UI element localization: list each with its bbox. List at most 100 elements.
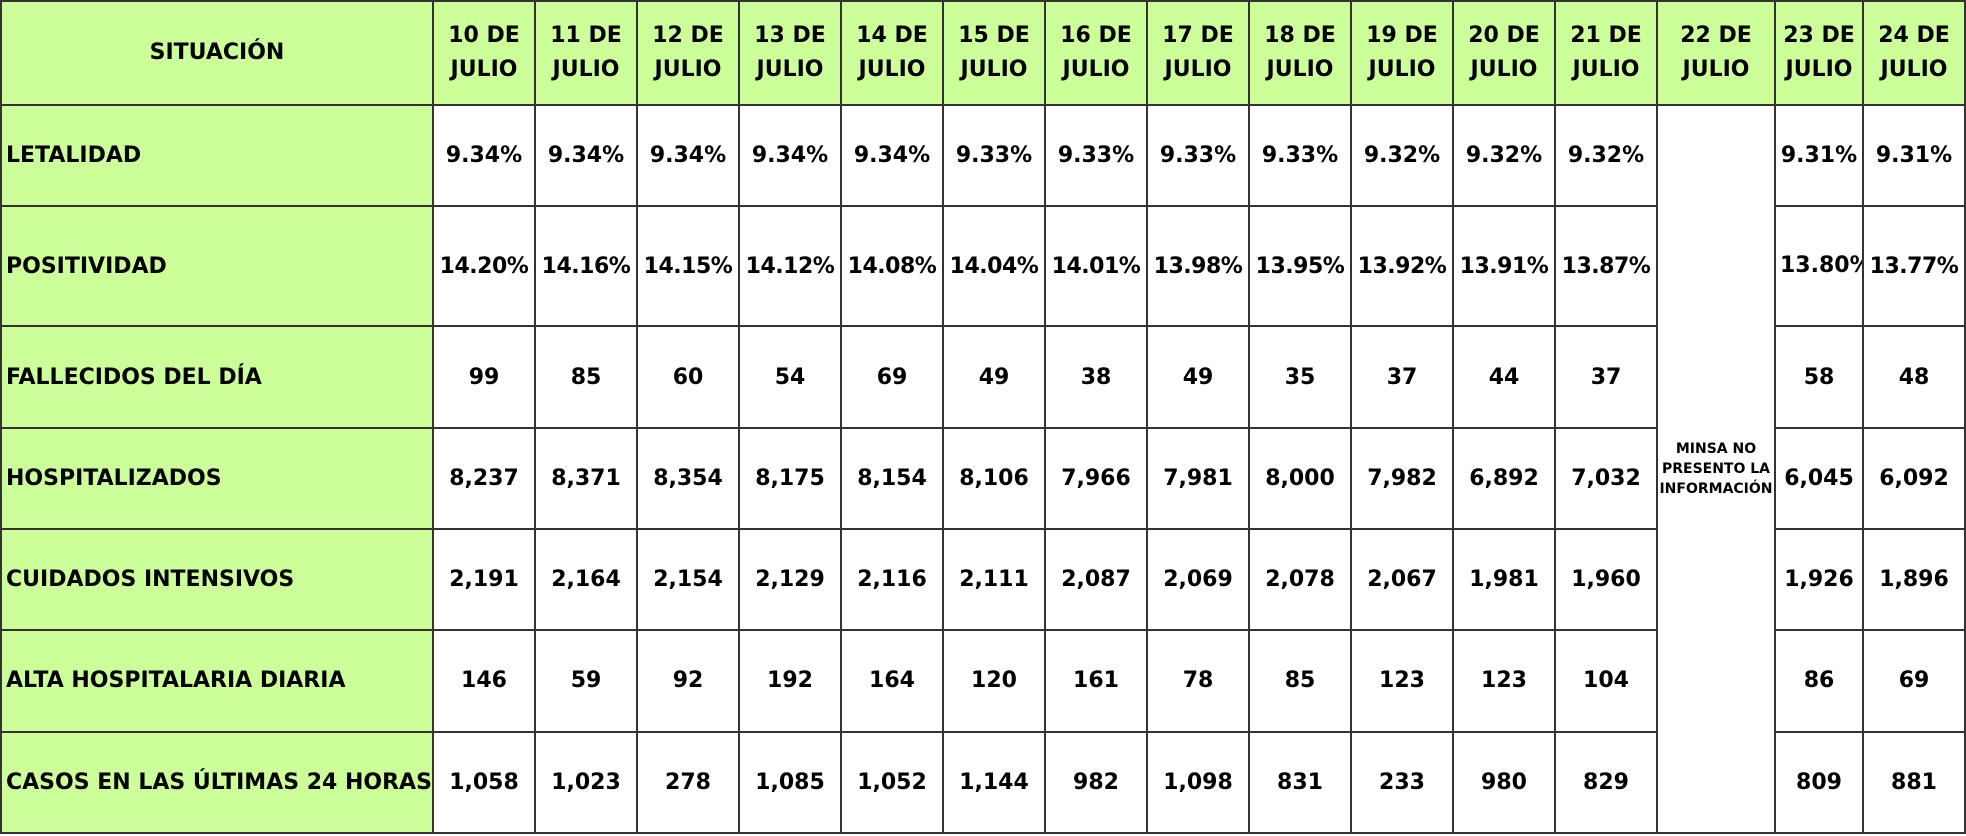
table-cell: 7,032 [1554,426,1658,531]
header-situation: SITUACIÓN [0,0,434,106]
table-cell: 2,129 [738,528,842,632]
row-label: CUIDADOS INTENSIVOS [0,528,434,632]
table-cell: 6,892 [1452,426,1556,531]
table-cell: 85 [1248,629,1352,733]
table-cell: 60 [636,325,740,429]
table-cell: 99 [432,325,536,429]
table-cell: 9.34% [840,103,944,208]
table-cell: 14.04% [942,205,1046,328]
table-cell: 9.32% [1350,103,1454,208]
table-cell: 14.01% [1044,205,1148,328]
table-cell: 831 [1248,730,1352,835]
table-cell: 1,098 [1146,730,1250,835]
table-cell: 164 [840,629,944,733]
table-cell: 13.95% [1248,205,1352,328]
table-cell: 233 [1350,730,1454,835]
table-cell: 9.33% [1248,103,1352,208]
table-cell: 13.92% [1350,205,1454,328]
table-cell: 2,164 [534,528,638,632]
table-cell: 2,087 [1044,528,1148,632]
table-cell: 8,175 [738,426,842,531]
table-cell: 7,981 [1146,426,1250,531]
header-date: 11 DE JULIO [534,0,638,106]
table-row: LETALIDAD 9.34% 9.34% 9.34% 9.34% 9.34% 9.33% 9… [0,103,1966,834]
header-date: 16 DE JULIO [1044,0,1148,106]
header-date: 22 DE JULIO [1656,0,1776,106]
table-cell: 278 [636,730,740,835]
table-row: FALLECIDOS DEL DÍA 99 85 60 54 69 49 38 49 35 37 44… [0,325,1966,429]
table-cell: 2,116 [840,528,944,632]
header-row: SITUACIÓN 10 DE JULIO 11 DE JULIO 12 DE … [0,0,1966,106]
table-cell: 9.32% [1554,103,1658,208]
table-cell: 9.34% [738,103,842,208]
table-cell: 1,052 [840,730,944,835]
table-cell: 54 [738,325,842,429]
table-cell: 8,354 [636,426,740,531]
table-cell: 829 [1554,730,1658,835]
table-cell: 161 [1044,629,1148,733]
table-cell: 14.16% [534,205,638,328]
table-cell: 1,981 [1452,528,1556,632]
table-cell: 8,237 [432,426,536,531]
table-row: POSITIVIDAD 14.20% 14.16% 14.15% 14.12% 14.08… [0,205,1966,328]
table-cell: 13.80% [1774,205,1864,328]
table-cell: 35 [1248,325,1352,429]
header-date: 17 DE JULIO [1146,0,1250,106]
header-date: 12 DE JULIO [636,0,740,106]
table-cell: 1,960 [1554,528,1658,632]
table-cell: 2,191 [432,528,536,632]
table-cell: 37 [1350,325,1454,429]
table-cell: 86 [1774,629,1864,733]
table-cell: 7,966 [1044,426,1148,531]
table-cell: 2,067 [1350,528,1454,632]
table-cell: 37 [1554,325,1658,429]
header-date: 23 DE JULIO [1774,0,1864,106]
table-cell: 13.77% [1862,205,1966,328]
table-cell: 2,078 [1248,528,1352,632]
table-row: CUIDADOS INTENSIVOS 2,191 2,164 2,154 2,129 2… [0,528,1966,632]
table-cell: 104 [1554,629,1658,733]
table-cell: 8,000 [1248,426,1352,531]
row-label: FALLECIDOS DEL DÍA [0,325,434,429]
header-date: 15 DE JULIO [942,0,1046,106]
table-cell: 9.32% [1452,103,1556,208]
table-cell: 2,069 [1146,528,1250,632]
table-cell: 6,045 [1774,426,1864,531]
table-cell: 146 [432,629,536,733]
table-cell: 13.87% [1554,205,1658,328]
table-cell: 1,926 [1774,528,1864,632]
table-cell: 2,154 [636,528,740,632]
row-label: CASOS EN LAS ÚLTIMAS 24 HORAS [0,730,434,835]
table-cell: 1,058 [432,730,536,835]
table-cell: 123 [1452,629,1556,733]
header-date: 24 DE JULIO [1862,0,1966,106]
table-cell: 881 [1862,730,1966,835]
table-cell: 1,085 [738,730,842,835]
table-cell: 78 [1146,629,1250,733]
table-cell: 123 [1350,629,1454,733]
row-label: LETALIDAD [0,103,434,208]
table-cell: 8,371 [534,426,638,531]
table-cell: 38 [1044,325,1148,429]
table-cell: 14.15% [636,205,740,328]
table-cell: 49 [942,325,1046,429]
table-cell: 59 [534,629,638,733]
header-date: 18 DE JULIO [1248,0,1352,106]
table-cell: 9.34% [534,103,638,208]
table-cell: 9.33% [942,103,1046,208]
table-cell: 9.31% [1774,103,1864,208]
table-cell: 9.33% [1146,103,1250,208]
table-cell: 14.08% [840,205,944,328]
table-row: CASOS EN LAS ÚLTIMAS 24 HORAS 1,058 1,023 2… [0,730,1966,835]
table-cell: 9.34% [636,103,740,208]
row-label: POSITIVIDAD [0,205,434,328]
table-cell: 120 [942,629,1046,733]
header-date: 13 DE JULIO [738,0,842,106]
table-cell: 69 [840,325,944,429]
table-cell: 9.31% [1862,103,1966,208]
table-cell: 8,106 [942,426,1046,531]
table-cell: 13.98% [1146,205,1250,328]
table-body: LETALIDAD 9.34% 9.34% 9.34% 9.34% 9.34% 9.33% 9… [0,103,1966,835]
table-cell: 44 [1452,325,1556,429]
